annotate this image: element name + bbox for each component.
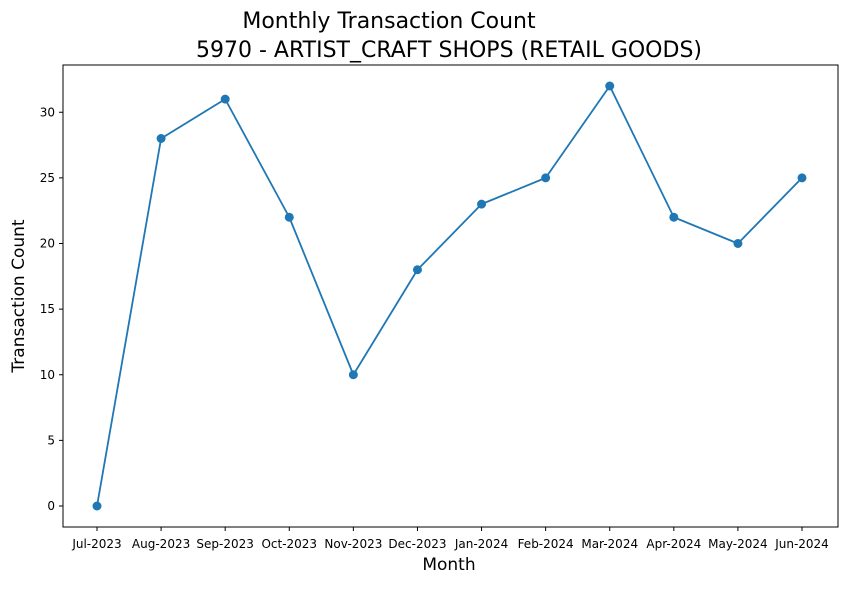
x-tick-label: Aug-2023 [132,537,190,551]
x-tick-label: Jul-2023 [71,537,121,551]
y-tick-label: 0 [47,499,55,513]
data-point [605,81,615,91]
data-point [156,134,166,143]
data-point [733,239,743,248]
x-axis-title: Month [422,555,475,575]
data-point [669,212,679,222]
y-tick-label: 25 [40,171,55,185]
y-tick-label: 30 [40,105,55,119]
x-tick-label: May-2024 [708,537,767,551]
data-point [220,94,230,104]
data-point [412,265,422,275]
plot-area-frame [62,64,839,528]
x-tick-label: Feb-2024 [518,537,574,551]
data-point [541,173,551,183]
data-point [477,199,487,209]
x-axis: Jul-2023 Aug-2023 Sep-2023 Oct-2023 Nov-2023… [71,527,829,551]
x-tick-label: Mar-2024 [581,537,638,551]
x-tick-label: Jun-2024 [774,537,829,551]
y-tick-label: 5 [47,433,55,447]
data-point [348,370,358,380]
chart-title: Monthly Transaction Count [242,9,536,34]
y-axis-title: Transaction Count [9,219,29,373]
y-tick-label: 20 [40,237,55,251]
x-tick-label: Oct-2023 [261,537,317,551]
x-tick-label: Apr-2024 [646,537,701,551]
y-tick-label: 15 [40,302,55,316]
series-line [96,85,803,507]
x-tick-label: Sep-2023 [196,537,254,551]
data-point [797,173,807,183]
series-layer [92,81,807,511]
x-tick-label: Nov-2023 [324,537,382,551]
y-tick-label: 10 [40,368,55,382]
data-point [92,501,102,511]
x-tick-label: Dec-2023 [388,537,446,551]
data-point [284,212,294,222]
y-axis: 0 5 10 15 20 25 30 [40,105,63,513]
x-tick-label: Jan-2024 [454,537,508,551]
chart-subtitle: 5970 - ARTIST_CRAFT SHOPS (RETAIL GOODS) [196,38,702,63]
